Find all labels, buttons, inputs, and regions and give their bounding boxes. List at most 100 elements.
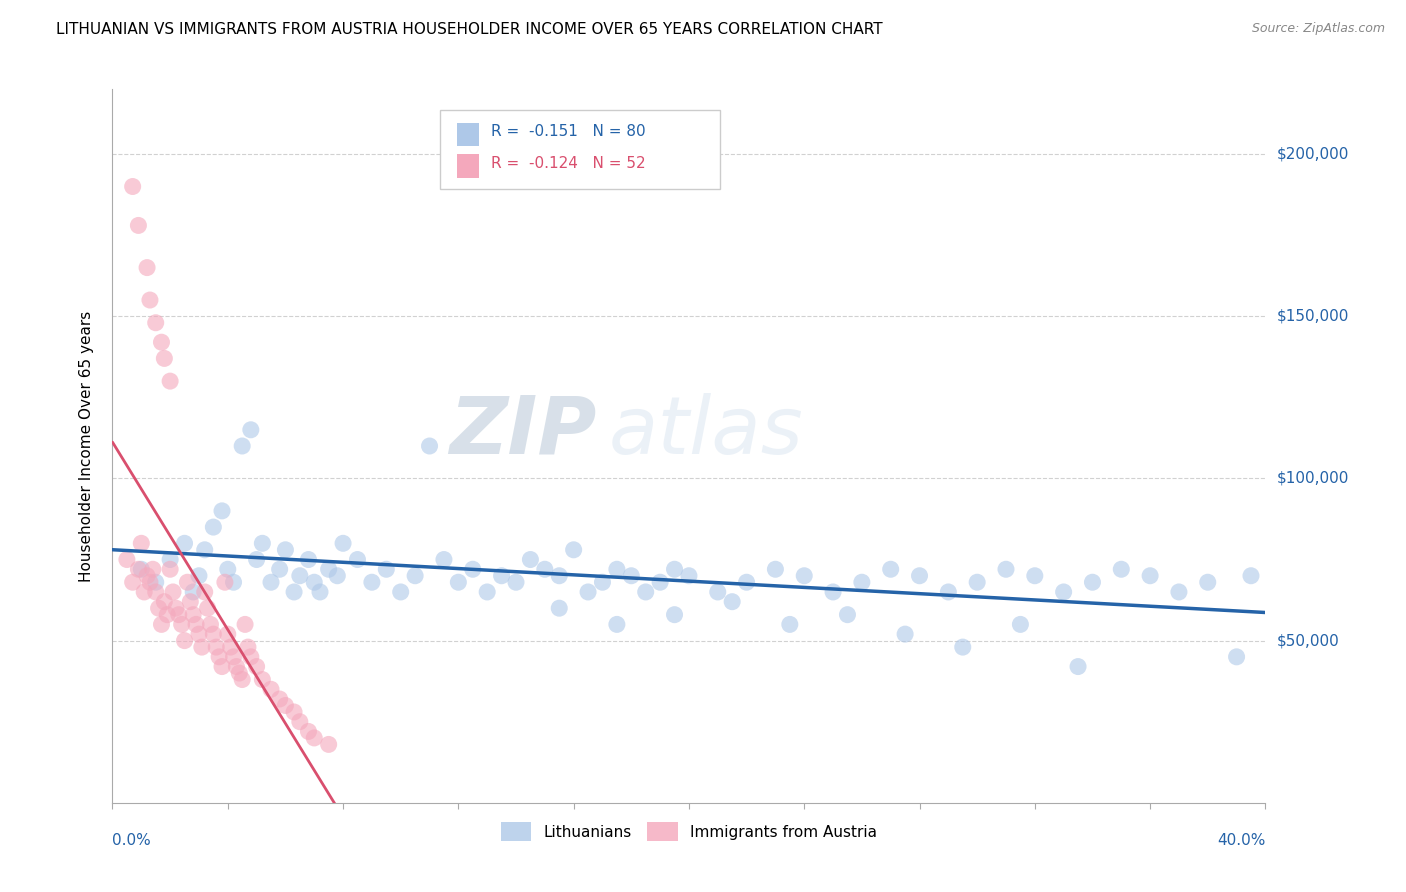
Point — [505, 575, 527, 590]
Point — [159, 374, 181, 388]
Text: atlas: atlas — [609, 392, 803, 471]
Y-axis label: Householder Income Over 65 years: Householder Income Over 65 years — [79, 310, 94, 582]
Point — [650, 575, 672, 590]
Point — [136, 568, 159, 582]
Point — [194, 542, 217, 557]
Point — [821, 585, 844, 599]
Point — [200, 617, 222, 632]
Point — [1167, 585, 1189, 599]
Point — [908, 568, 931, 582]
Point — [252, 536, 274, 550]
Point — [184, 617, 207, 632]
Point — [274, 542, 297, 557]
Point — [360, 575, 382, 590]
Point — [1197, 575, 1219, 590]
Point — [239, 649, 262, 664]
Point — [389, 585, 412, 599]
Point — [1226, 649, 1249, 664]
Point — [707, 585, 730, 599]
Point — [562, 542, 585, 557]
Point — [283, 705, 305, 719]
Point — [211, 659, 233, 673]
Point — [222, 575, 245, 590]
Text: Source: ZipAtlas.com: Source: ZipAtlas.com — [1251, 22, 1385, 36]
Text: $100,000: $100,000 — [1277, 471, 1348, 486]
Point — [318, 562, 340, 576]
Point — [134, 585, 156, 599]
Text: $150,000: $150,000 — [1277, 309, 1348, 324]
Point — [153, 595, 176, 609]
Point — [115, 552, 138, 566]
Point — [219, 640, 242, 654]
Point — [150, 335, 173, 350]
Point — [231, 673, 253, 687]
Point — [139, 293, 162, 307]
Point — [297, 552, 319, 566]
Point — [225, 659, 247, 673]
Point — [269, 562, 291, 576]
Point — [475, 585, 499, 599]
Point — [966, 575, 988, 590]
Point — [233, 617, 256, 632]
Point — [129, 562, 153, 576]
Text: LITHUANIAN VS IMMIGRANTS FROM AUSTRIA HOUSEHOLDER INCOME OVER 65 YEARS CORRELATI: LITHUANIAN VS IMMIGRANTS FROM AUSTRIA HO… — [56, 22, 883, 37]
Point — [534, 562, 557, 576]
Text: 0.0%: 0.0% — [112, 833, 152, 848]
Point — [176, 575, 198, 590]
Point — [269, 692, 291, 706]
Point — [197, 601, 219, 615]
Point — [664, 562, 686, 576]
Point — [191, 640, 214, 654]
Point — [136, 260, 159, 275]
Point — [304, 575, 326, 590]
Point — [346, 552, 368, 566]
Point — [121, 179, 143, 194]
Point — [246, 552, 269, 566]
Point — [153, 351, 176, 366]
Point — [721, 595, 744, 609]
Point — [202, 520, 225, 534]
Point — [606, 617, 628, 632]
Legend: Lithuanians, Immigrants from Austria: Lithuanians, Immigrants from Austria — [494, 814, 884, 848]
Point — [304, 731, 326, 745]
Point — [995, 562, 1018, 576]
Point — [173, 633, 195, 648]
Point — [447, 575, 470, 590]
Point — [433, 552, 456, 566]
Point — [1081, 575, 1104, 590]
Point — [735, 575, 758, 590]
Point — [1053, 585, 1076, 599]
Point — [765, 562, 787, 576]
Point — [211, 504, 233, 518]
Point — [548, 601, 571, 615]
Point — [231, 439, 253, 453]
Point — [145, 316, 167, 330]
Point — [837, 607, 859, 622]
Point — [894, 627, 917, 641]
Point — [142, 562, 165, 576]
Point — [519, 552, 541, 566]
Point — [159, 552, 181, 566]
Point — [139, 575, 162, 590]
Point — [208, 649, 231, 664]
Point — [620, 568, 643, 582]
Point — [634, 585, 657, 599]
Point — [419, 439, 441, 453]
Point — [375, 562, 398, 576]
Point — [1067, 659, 1090, 673]
Point — [297, 724, 319, 739]
Point — [194, 585, 217, 599]
Point — [283, 585, 305, 599]
Point — [936, 585, 959, 599]
Point — [404, 568, 426, 582]
Point — [260, 575, 283, 590]
Point — [150, 617, 173, 632]
Point — [202, 627, 225, 641]
Point — [145, 575, 167, 590]
Point — [205, 640, 228, 654]
Point — [181, 607, 204, 622]
Point — [214, 575, 236, 590]
Point — [156, 607, 179, 622]
Point — [793, 568, 815, 582]
Text: $200,000: $200,000 — [1277, 146, 1348, 161]
